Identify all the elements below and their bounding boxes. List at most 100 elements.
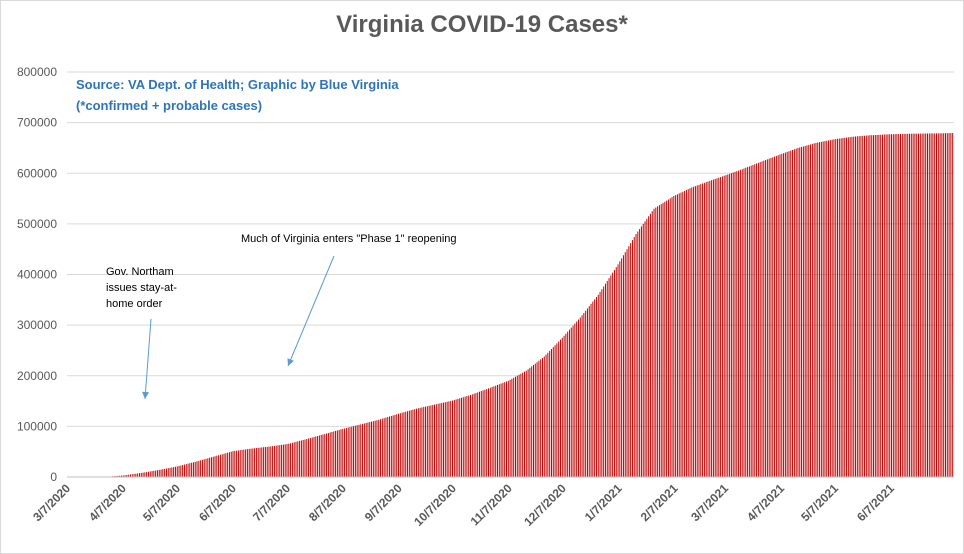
data-bar (236, 450, 238, 477)
data-bar (664, 201, 666, 477)
data-bar (399, 413, 401, 477)
data-bar (777, 155, 779, 477)
data-bar (748, 166, 750, 477)
data-bar (885, 134, 887, 477)
data-bar (896, 134, 898, 477)
data-bar (407, 411, 409, 477)
y-tick-label: 100000 (17, 419, 57, 433)
annotation-arrows (142, 255, 335, 400)
data-bar (819, 142, 821, 478)
data-bar (858, 136, 860, 477)
data-bar (637, 231, 639, 477)
data-bar (757, 162, 759, 477)
data-bar (867, 135, 869, 477)
data-bar (464, 396, 466, 477)
data-bar (597, 294, 599, 477)
data-bar (209, 457, 211, 477)
data-bar (513, 377, 515, 477)
data-bar (507, 380, 509, 477)
data-bar (568, 329, 570, 477)
data-bar (210, 457, 212, 477)
data-bar (232, 451, 234, 477)
data-bar (918, 133, 920, 478)
chart-title: Virginia COVID-19 Cases* (336, 11, 628, 38)
data-bar (673, 196, 675, 477)
data-bar (462, 397, 464, 477)
data-bar (815, 142, 817, 478)
data-bar (592, 301, 594, 477)
data-bar (736, 171, 738, 478)
data-bar (502, 382, 504, 477)
data-bar (864, 135, 866, 478)
data-bar (909, 133, 911, 478)
data-bar (214, 456, 216, 477)
x-tick-label: 4/7/2020 (86, 481, 129, 524)
data-bar (727, 174, 729, 477)
data-bar (239, 450, 241, 477)
data-bar (851, 136, 853, 478)
data-bar (552, 347, 554, 477)
data-bar (775, 155, 777, 477)
data-bar (183, 464, 185, 477)
data-bar (369, 422, 371, 477)
data-bar (813, 143, 815, 477)
data-bar (950, 133, 952, 478)
data-bar (878, 134, 880, 477)
data-bar (302, 439, 304, 477)
data-bar (486, 389, 488, 477)
data-bar (450, 400, 452, 477)
data-bar (894, 134, 896, 477)
data-bar (685, 190, 687, 477)
data-bar (702, 183, 704, 478)
data-bar (218, 455, 220, 477)
data-bar (457, 398, 459, 477)
data-bar (461, 397, 463, 477)
source-note: Source: VA Dept. of Health; Graphic by B… (76, 77, 399, 92)
data-bar (581, 315, 583, 477)
data-bar (230, 451, 232, 477)
data-bar (356, 425, 358, 477)
data-bar (331, 431, 333, 477)
data-bar (705, 182, 707, 477)
data-bar (396, 414, 398, 477)
data-bar (372, 421, 374, 477)
data-bar (658, 205, 660, 478)
data-bar (721, 176, 723, 477)
data-bar (455, 399, 457, 477)
data-bar (871, 135, 873, 477)
gridlines (67, 71, 954, 427)
data-bar (784, 152, 786, 478)
data-bar (466, 396, 468, 477)
data-bar (489, 387, 491, 477)
data-bar (293, 442, 295, 477)
data-bar (882, 134, 884, 477)
data-bar (855, 136, 857, 477)
data-bar (459, 398, 461, 477)
data-bar (928, 133, 930, 477)
data-bar (696, 185, 698, 477)
data-bar (491, 387, 493, 477)
data-bar (808, 144, 810, 477)
data-bar (326, 433, 328, 477)
data-bar (880, 134, 882, 478)
data-bar (586, 308, 588, 477)
data-bar (626, 249, 628, 477)
data-bar (443, 402, 445, 477)
data-bar (666, 200, 668, 477)
data-bar (371, 421, 373, 477)
data-bar (146, 472, 148, 477)
data-bar (536, 362, 538, 477)
data-bar (394, 414, 396, 477)
data-bar (432, 405, 434, 477)
data-bar (500, 383, 502, 477)
data-bar (158, 469, 160, 477)
data-bar (759, 162, 761, 478)
data-bar (806, 145, 808, 477)
data-bar (518, 374, 520, 477)
data-bar (138, 473, 140, 477)
data-bar (797, 147, 799, 477)
data-bar (437, 403, 439, 477)
data-bar (228, 452, 230, 477)
data-bar (173, 467, 175, 477)
